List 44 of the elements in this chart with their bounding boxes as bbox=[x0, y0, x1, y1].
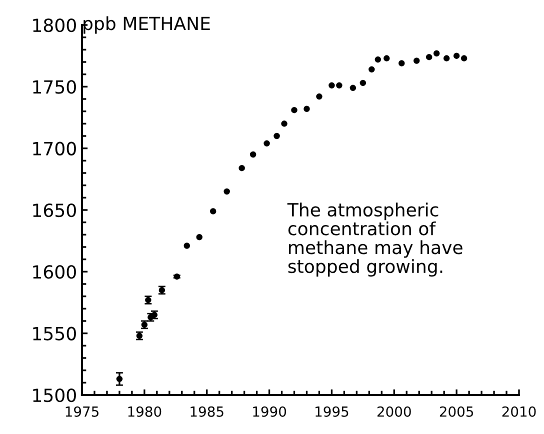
y-tick-label: 1500 bbox=[33, 388, 76, 402]
point bbox=[316, 93, 322, 100]
point bbox=[368, 66, 375, 73]
point bbox=[350, 84, 356, 92]
y-axis-title: ppb METHANE bbox=[84, 16, 210, 34]
point bbox=[210, 208, 216, 214]
y-tick-label: 1600 bbox=[33, 265, 76, 279]
x-tick-label: 1980 bbox=[128, 406, 162, 417]
point bbox=[196, 234, 202, 240]
point bbox=[264, 140, 270, 147]
point bbox=[443, 55, 450, 62]
point bbox=[304, 106, 310, 112]
point bbox=[291, 106, 298, 114]
point bbox=[224, 188, 230, 195]
point bbox=[184, 242, 190, 249]
x-tick-label: 1990 bbox=[253, 406, 286, 417]
x-tick-label: 2000 bbox=[377, 406, 411, 417]
point bbox=[374, 56, 382, 63]
x-tick-label: 2005 bbox=[440, 406, 474, 417]
y-tick-label: 1750 bbox=[33, 80, 76, 94]
point bbox=[413, 58, 420, 64]
point bbox=[328, 82, 335, 89]
y-tick-label: 1700 bbox=[33, 142, 76, 156]
point bbox=[398, 60, 405, 66]
point bbox=[384, 55, 390, 62]
point bbox=[250, 151, 256, 158]
point bbox=[281, 120, 288, 127]
x-tick-label: 1995 bbox=[316, 406, 348, 417]
x-tick-label: 1975 bbox=[66, 406, 98, 417]
point bbox=[453, 52, 460, 59]
y-tick-label: 1650 bbox=[33, 203, 76, 218]
x-tick-label: 2010 bbox=[502, 406, 536, 417]
point bbox=[274, 132, 280, 140]
point bbox=[460, 55, 468, 62]
point bbox=[336, 82, 342, 89]
point bbox=[426, 54, 432, 60]
point bbox=[360, 80, 366, 86]
y-tick-label: 1800 bbox=[33, 18, 76, 32]
x-tick-label: 1985 bbox=[190, 406, 224, 417]
annotation: The atmospheric concentration of methane may have stopped growing. bbox=[287, 202, 462, 277]
point bbox=[116, 376, 123, 382]
y-tick-label: 1550 bbox=[33, 326, 76, 340]
point bbox=[238, 164, 245, 172]
point bbox=[433, 50, 440, 56]
